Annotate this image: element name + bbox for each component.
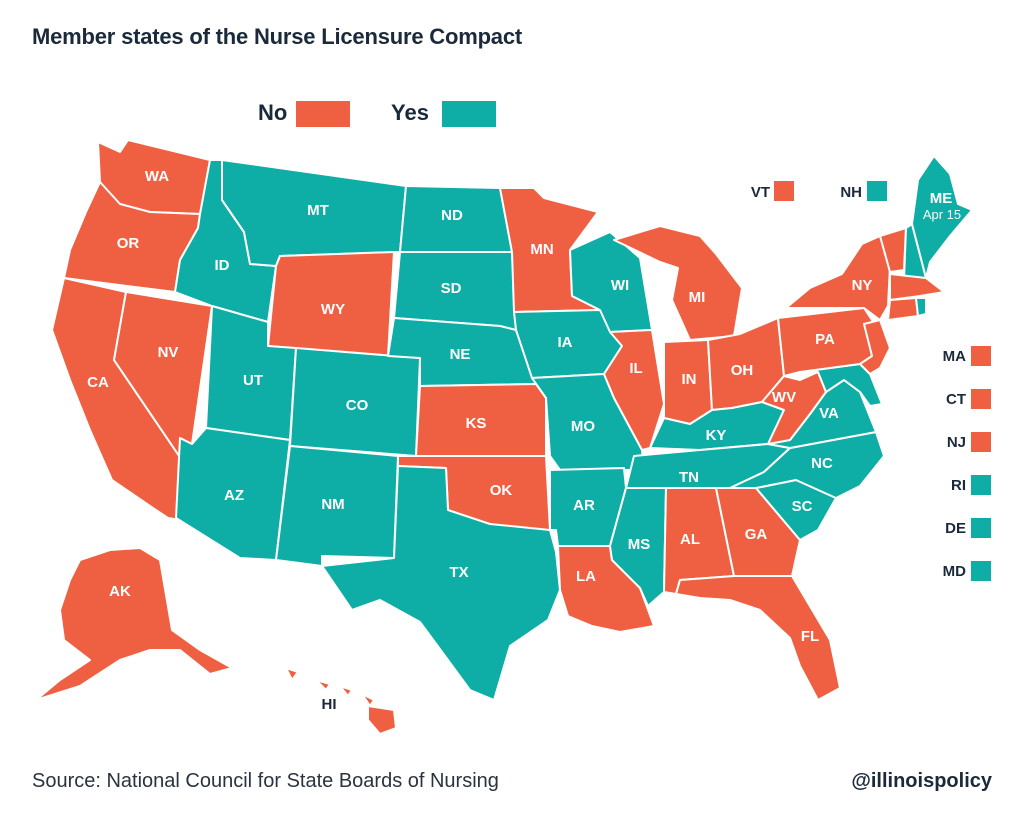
state-NJ[interactable] <box>859 319 891 375</box>
label-KS: KS <box>466 415 487 432</box>
state-IL[interactable] <box>603 329 665 451</box>
label-OR: OR <box>117 235 140 252</box>
callout-swatch-NJ <box>971 432 991 452</box>
callout-swatch-CT <box>971 389 991 409</box>
label-CO: CO <box>346 397 369 414</box>
callout-swatch-MD <box>971 561 991 581</box>
legend-yes-swatch <box>442 101 496 127</box>
label-WY: WY <box>321 301 345 318</box>
callout-label-MD: MD <box>943 563 966 580</box>
map-title: Member states of the Nurse Licensure Com… <box>32 24 523 49</box>
label-ID: ID <box>215 257 230 274</box>
callout-label-MA: MA <box>943 348 966 365</box>
state-NY[interactable] <box>785 235 891 321</box>
state-HI[interactable] <box>285 667 397 735</box>
callout-label-VT: VT <box>751 184 770 201</box>
callout-label-RI: RI <box>951 477 966 494</box>
state-FL[interactable] <box>675 575 841 701</box>
label-ND: ND <box>441 207 463 224</box>
label-SC: SC <box>792 498 813 515</box>
callout-label-NH: NH <box>840 184 862 201</box>
label-ME-date: Apr 15 <box>923 207 961 222</box>
state-KS[interactable] <box>415 383 547 457</box>
callout-swatch-NH <box>867 181 887 201</box>
label-NY: NY <box>852 277 873 294</box>
label-MN: MN <box>530 241 553 258</box>
callout-label-DE: DE <box>945 520 966 537</box>
state-RI[interactable] <box>915 297 927 317</box>
label-OH: OH <box>731 362 754 379</box>
label-NV: NV <box>158 344 179 361</box>
label-ME: ME <box>930 190 953 207</box>
callout-label-CT: CT <box>946 391 966 408</box>
state-ME[interactable] <box>911 155 973 279</box>
source-note: Source: National Council for State Board… <box>32 770 499 792</box>
label-TN: TN <box>679 469 699 486</box>
state-WV[interactable] <box>761 371 827 445</box>
label-NC: NC <box>811 455 833 472</box>
callout-swatch-DE <box>971 518 991 538</box>
label-IL: IL <box>629 360 642 377</box>
label-HI: HI <box>322 696 337 713</box>
state-TX[interactable] <box>321 465 561 701</box>
label-GA: GA <box>745 526 768 543</box>
label-FL: FL <box>801 628 819 645</box>
callout-label-NJ: NJ <box>947 434 966 451</box>
legend-yes-label: Yes <box>391 100 429 125</box>
label-IA: IA <box>558 334 573 351</box>
label-UT: UT <box>243 372 263 389</box>
state-AK[interactable] <box>35 547 233 701</box>
label-AZ: AZ <box>224 487 244 504</box>
label-MS: MS <box>628 536 651 553</box>
label-MT: MT <box>307 202 329 219</box>
legend-no-label: No <box>258 100 288 125</box>
label-AR: AR <box>573 497 595 514</box>
label-WA: WA <box>145 168 169 185</box>
label-NE: NE <box>450 346 471 363</box>
label-VA: VA <box>819 405 839 422</box>
label-KY: KY <box>706 427 727 444</box>
label-WV: WV <box>772 389 796 406</box>
label-MI: MI <box>689 289 706 306</box>
callout-swatch-VT <box>774 181 794 201</box>
label-SD: SD <box>441 280 462 297</box>
callout-swatch-RI <box>971 475 991 495</box>
label-AL: AL <box>680 531 700 548</box>
label-TX: TX <box>449 564 468 581</box>
twitter-handle: @illinoispolicy <box>851 770 992 792</box>
legend-no-swatch <box>296 101 350 127</box>
label-IN: IN <box>682 371 697 388</box>
state-CT[interactable] <box>887 297 919 321</box>
callout-swatch-MA <box>971 346 991 366</box>
state-MA[interactable] <box>889 273 945 301</box>
label-MO: MO <box>571 418 595 435</box>
label-WI: WI <box>611 277 629 294</box>
label-CA: CA <box>87 374 109 391</box>
label-PA: PA <box>815 331 835 348</box>
label-OK: OK <box>490 482 513 499</box>
label-NM: NM <box>321 496 344 513</box>
label-AK: AK <box>109 583 131 600</box>
label-LA: LA <box>576 568 596 585</box>
